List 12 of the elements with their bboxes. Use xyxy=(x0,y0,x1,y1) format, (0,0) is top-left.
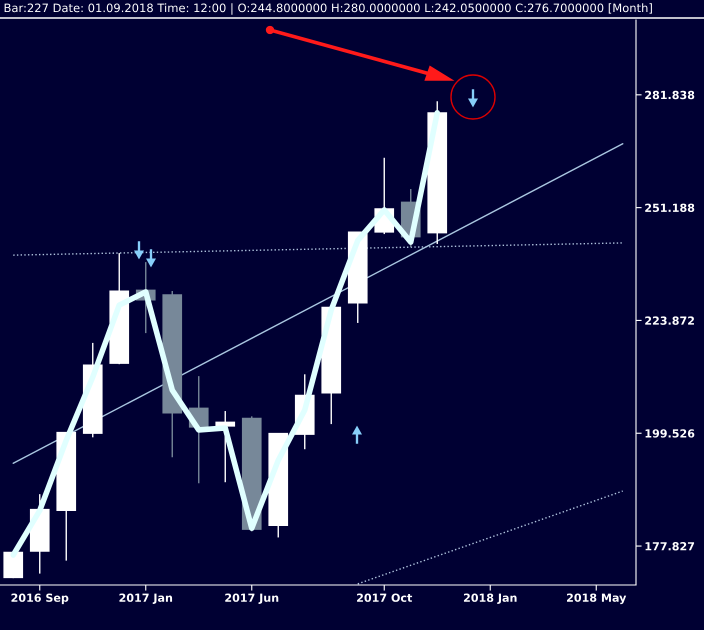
y-tick-label: 251.188 xyxy=(645,204,694,212)
y-tick-label: 199.526 xyxy=(646,429,694,438)
x-tick-label: 2017 Jan xyxy=(119,594,172,604)
x-tick-label: 2017 Oct xyxy=(357,594,412,602)
y-tick-label: 281.838 xyxy=(645,90,694,100)
y-tick-label: 223.872 xyxy=(645,316,694,325)
x-tick-label: 2018 May xyxy=(567,593,626,604)
x-tick-label: 2016 Sep xyxy=(11,594,68,604)
y-tick-label: 177.827 xyxy=(646,542,694,550)
chart-title: Bar:227 Date: 01.09.2018 Time: 12:00 | O:244.8000000 H:280.0000000 L:242.0500000 C:276.7000000 [Month] xyxy=(4,3,652,15)
x-tick-label: 2017 Jun xyxy=(225,594,278,604)
x-tick-label: 2018 Jan xyxy=(464,594,517,604)
